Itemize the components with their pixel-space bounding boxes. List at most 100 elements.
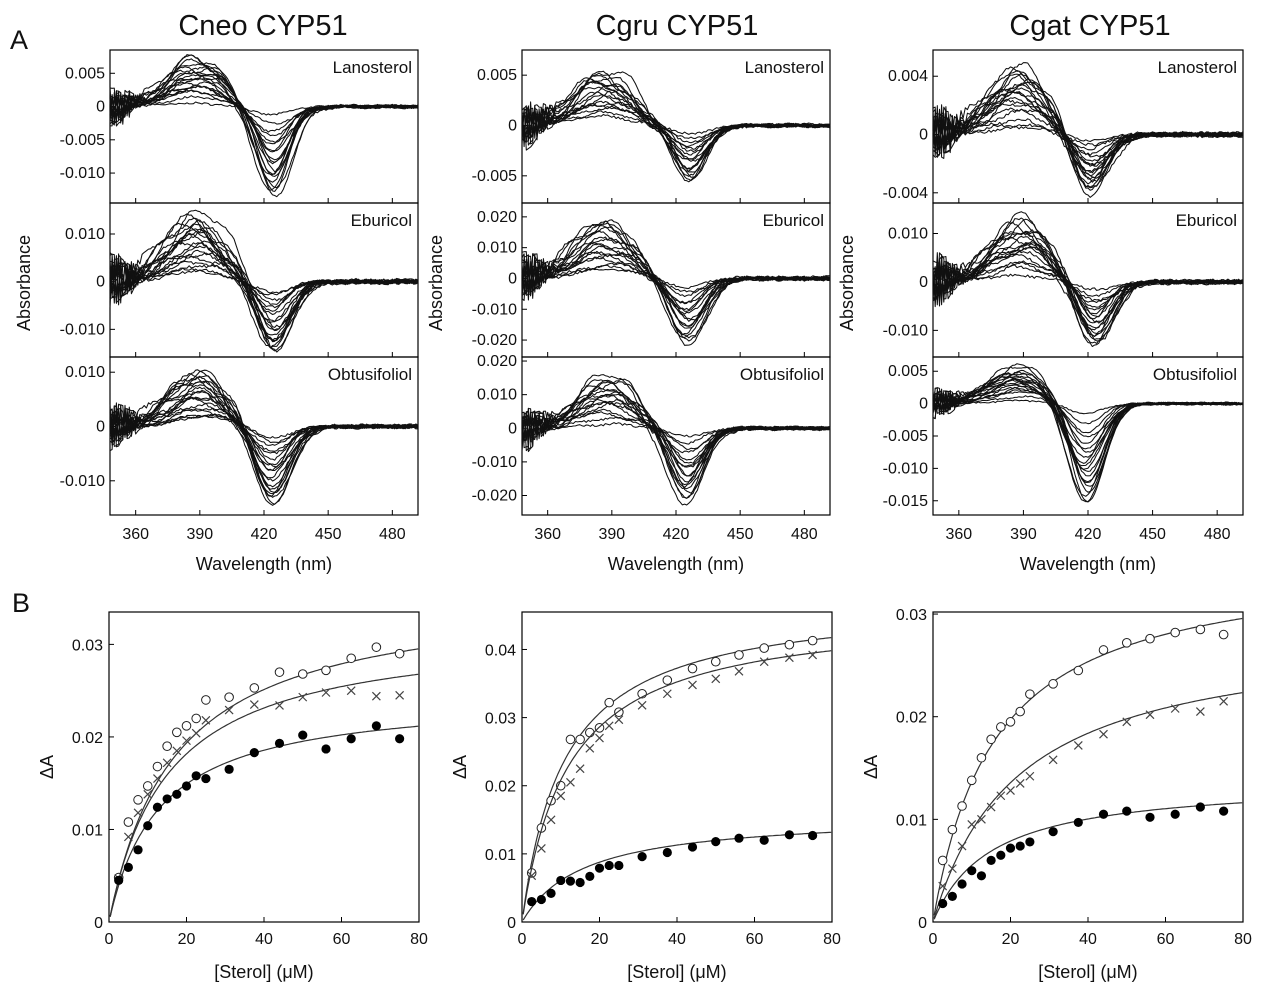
fit-curve-cross xyxy=(522,650,832,915)
data-point-filled-circle xyxy=(123,862,133,873)
data-point-open-circle xyxy=(1005,717,1016,727)
spectrum-curve xyxy=(109,369,419,505)
x-tick-label: 40 xyxy=(1079,931,1097,948)
data-point-filled-circle xyxy=(546,888,556,898)
data-point-open-circle xyxy=(604,697,614,708)
data-point-filled-circle xyxy=(172,789,182,799)
panel-label-b: B xyxy=(12,588,30,618)
spectrum-curve xyxy=(521,70,831,178)
sterol-label-eburicol: Eburicol xyxy=(351,211,412,230)
y-tick-label: 0.04 xyxy=(485,642,516,659)
spectrum-curve xyxy=(932,376,1244,477)
spectrum-curve xyxy=(521,76,831,182)
data-point-cross xyxy=(1219,696,1229,706)
spectrum-curve xyxy=(521,393,831,483)
fit-curve-filled-circle xyxy=(933,802,1243,920)
spectrum-curve xyxy=(521,223,831,342)
data-point-open-circle xyxy=(1073,665,1084,676)
binding-y-axis-label: ΔA xyxy=(37,755,57,779)
x-tick-label: 40 xyxy=(668,931,686,948)
data-point-filled-circle xyxy=(1005,843,1016,853)
spectra-panel-obtusifoliol: 0.020 0.010 0 -0.010 -0.020 360 390 420 450 480 Ob… xyxy=(472,353,831,543)
data-point-cross xyxy=(1170,704,1180,713)
spectra-y-axis-label: Absorbance xyxy=(426,235,446,331)
data-point-filled-circle xyxy=(957,879,967,889)
y-tick-label: 0.010 xyxy=(65,364,105,381)
data-point-filled-circle xyxy=(162,794,172,804)
data-point-cross xyxy=(977,814,986,824)
sterol-label-eburicol: Eburicol xyxy=(1176,211,1237,230)
spectrum-curve xyxy=(109,67,419,177)
spectra-y-axis-label: Absorbance xyxy=(14,235,34,331)
data-point-filled-circle xyxy=(143,821,153,831)
fit-curve-filled-circle xyxy=(109,725,419,918)
data-point-filled-circle xyxy=(249,748,259,758)
y-tick-label: 0.010 xyxy=(888,226,928,243)
spectrum-curve xyxy=(521,243,831,322)
plot-area: 0.0050-0.005-0.010Lanosterol0.0100-0.010… xyxy=(14,49,1252,982)
x-tick-label: 450 xyxy=(315,526,342,543)
y-tick-label: 0 xyxy=(96,99,105,116)
spectra-panel-eburicol: 0.020 0.010 0 -0.010 -0.020 Eburicol xyxy=(472,202,831,358)
y-tick-label: 0.03 xyxy=(485,711,516,728)
spectrum-curve xyxy=(932,380,1244,472)
y-tick-label: 0 xyxy=(508,270,517,287)
data-point-filled-circle xyxy=(1015,841,1025,851)
spectrum-curve xyxy=(932,87,1244,180)
column-title-cneo: Cneo CYP51 xyxy=(178,10,347,42)
data-point-cross xyxy=(614,715,624,725)
fit-curve-filled-circle xyxy=(522,831,832,921)
data-point-open-circle xyxy=(986,734,996,745)
y-tick-label: -0.010 xyxy=(883,460,928,477)
data-point-open-circle xyxy=(565,734,576,745)
data-point-cross xyxy=(298,692,308,702)
data-point-cross xyxy=(162,758,172,768)
spectra-panel-obtusifoliol: 0.005 0 -0.005 -0.010 -0.015 360 390 420 450 480 O… xyxy=(883,356,1244,543)
spectra-y-axis-label: Absorbance xyxy=(837,235,857,331)
data-point-cross xyxy=(321,688,331,697)
spectrum-curve xyxy=(521,398,831,467)
spectrum-curve xyxy=(109,54,419,191)
data-point-cross xyxy=(996,791,1006,801)
data-point-filled-circle xyxy=(224,764,234,774)
binding-x-axis-label: [Sterol] (μM) xyxy=(1038,962,1137,982)
data-point-open-circle xyxy=(394,648,405,659)
data-point-open-circle xyxy=(172,727,182,738)
y-tick-label: 0.01 xyxy=(896,812,927,829)
spectrum-curve xyxy=(109,213,419,349)
spectrum-curve xyxy=(521,236,830,327)
y-tick-label: -0.004 xyxy=(883,185,928,202)
data-point-open-circle xyxy=(1170,627,1180,638)
spectrum-curve xyxy=(521,222,831,346)
data-point-open-circle xyxy=(1121,637,1132,648)
spectrum-curve xyxy=(110,77,419,163)
data-point-cross xyxy=(172,746,182,756)
x-tick-label: 480 xyxy=(791,526,818,543)
data-point-filled-circle xyxy=(395,734,405,744)
data-point-open-circle xyxy=(346,653,356,664)
y-tick-label: -0.010 xyxy=(472,454,517,471)
data-point-open-circle xyxy=(957,801,967,811)
data-point-open-circle xyxy=(807,635,818,646)
spectrum-curve xyxy=(109,71,419,175)
spectrum-curve xyxy=(932,66,1244,185)
spectrum-curve xyxy=(521,71,831,183)
y-tick-label: 0 xyxy=(919,127,928,144)
data-point-open-circle xyxy=(966,775,977,786)
data-point-filled-circle xyxy=(687,842,698,852)
spectrum-curve xyxy=(109,58,419,189)
spectra-panel-eburicol: 0.010 0 -0.010 Eburicol xyxy=(60,202,419,358)
spectrum-curve xyxy=(521,374,831,506)
spectrum-curve xyxy=(932,379,1244,467)
panel-label-a: A xyxy=(10,25,28,55)
y-tick-label: -0.010 xyxy=(60,473,105,490)
data-point-cross xyxy=(536,843,546,853)
spectra-x-axis-label: Wavelength (nm) xyxy=(1020,554,1156,574)
data-point-open-circle xyxy=(224,692,234,702)
y-tick-label: 0.03 xyxy=(896,607,927,624)
data-point-filled-circle xyxy=(1025,837,1035,847)
spectrum-curve xyxy=(109,372,418,495)
spectrum-curve xyxy=(932,366,1244,503)
data-point-filled-circle xyxy=(614,860,624,871)
